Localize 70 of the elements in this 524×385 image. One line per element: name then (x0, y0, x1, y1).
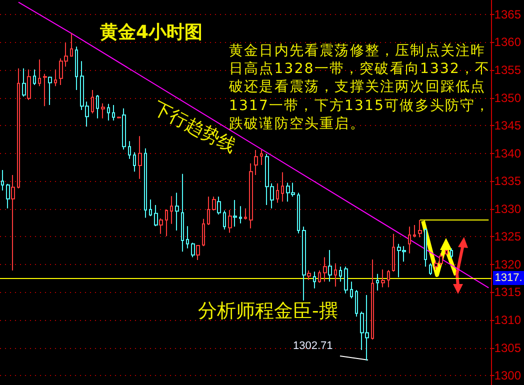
candlestick (112, 104, 115, 122)
candlestick (175, 192, 179, 232)
candlestick (334, 262, 337, 288)
candlestick (223, 210, 226, 230)
candlestick (181, 173, 184, 252)
candlestick (128, 140, 131, 160)
candlestick (107, 103, 110, 122)
candlestick (133, 152, 136, 172)
candlestick (376, 273, 379, 292)
candlestick (355, 290, 358, 318)
candlestick (170, 196, 173, 224)
annotation: 分析师程金臣-撰 (198, 299, 338, 324)
candlestick (450, 248, 453, 259)
y-tick-label: 1345 (494, 118, 522, 133)
candlestick (371, 258, 374, 340)
candlestick (408, 226, 411, 254)
y-tick-label: 1320 (494, 257, 522, 272)
candlestick (344, 266, 348, 294)
annotation: 黄金日内先看震荡修整，压制点关注昨日高点1328一带，突破看向1332，不破还是看震荡，支撑关注两次回踩低点1317一带，下方1315可做多头防守，跌破谨防空头重启。 (229, 42, 491, 134)
candlestick (413, 224, 416, 238)
candlestick (91, 90, 94, 114)
candlestick (392, 233, 395, 272)
y-tick-label: 1350 (494, 90, 522, 105)
candlestick (276, 182, 279, 204)
candlestick (445, 250, 448, 255)
candlestick (381, 268, 385, 288)
candlestick (424, 228, 427, 268)
candlestick (33, 68, 36, 86)
y-tick-label: 1315 (494, 285, 522, 300)
y-tick-label: 1355 (494, 63, 522, 77)
candlestick (186, 226, 189, 249)
candlestick (207, 196, 210, 226)
y-tick-label: 1305 (494, 340, 522, 355)
y-tick-label: 1300 (494, 368, 522, 383)
candlestick (281, 172, 284, 202)
candlestick (318, 270, 321, 284)
text: 黄金4小时图 (100, 21, 203, 44)
candlestick (350, 281, 353, 299)
candlestick (96, 94, 99, 119)
candlestick (38, 58, 41, 87)
candlestick (249, 162, 253, 229)
candlestick (138, 136, 142, 180)
candlestick (339, 266, 342, 282)
y-tick-label: 1365 (494, 7, 522, 22)
candlestick (244, 208, 247, 220)
text: 1317. (493, 271, 524, 286)
candlestick (75, 46, 78, 90)
y-tick-label: 1330 (494, 202, 522, 216)
candlestick (239, 206, 242, 224)
candlestick (144, 148, 147, 218)
candlestick (387, 270, 390, 288)
candlestick (297, 192, 300, 234)
y-tick-label: 1325 (494, 230, 522, 244)
candlestick (165, 208, 168, 237)
annotation: 1302.71 (293, 340, 333, 352)
candlestick (202, 218, 205, 247)
candlestick (70, 32, 73, 58)
candlestick (101, 102, 105, 119)
candlestick (17, 68, 20, 189)
y-tick-label: 1310 (494, 313, 522, 327)
candlestick (313, 271, 316, 289)
candlestick (418, 220, 422, 238)
candlestick (149, 198, 152, 217)
candlestick (260, 150, 263, 166)
candlestick (54, 68, 57, 87)
y-tick-label: 1360 (494, 35, 522, 50)
y-tick-label: 1340 (494, 146, 522, 160)
candlestick (429, 262, 432, 276)
y-tick-label: 1335 (494, 174, 522, 188)
candlestick (254, 150, 258, 176)
